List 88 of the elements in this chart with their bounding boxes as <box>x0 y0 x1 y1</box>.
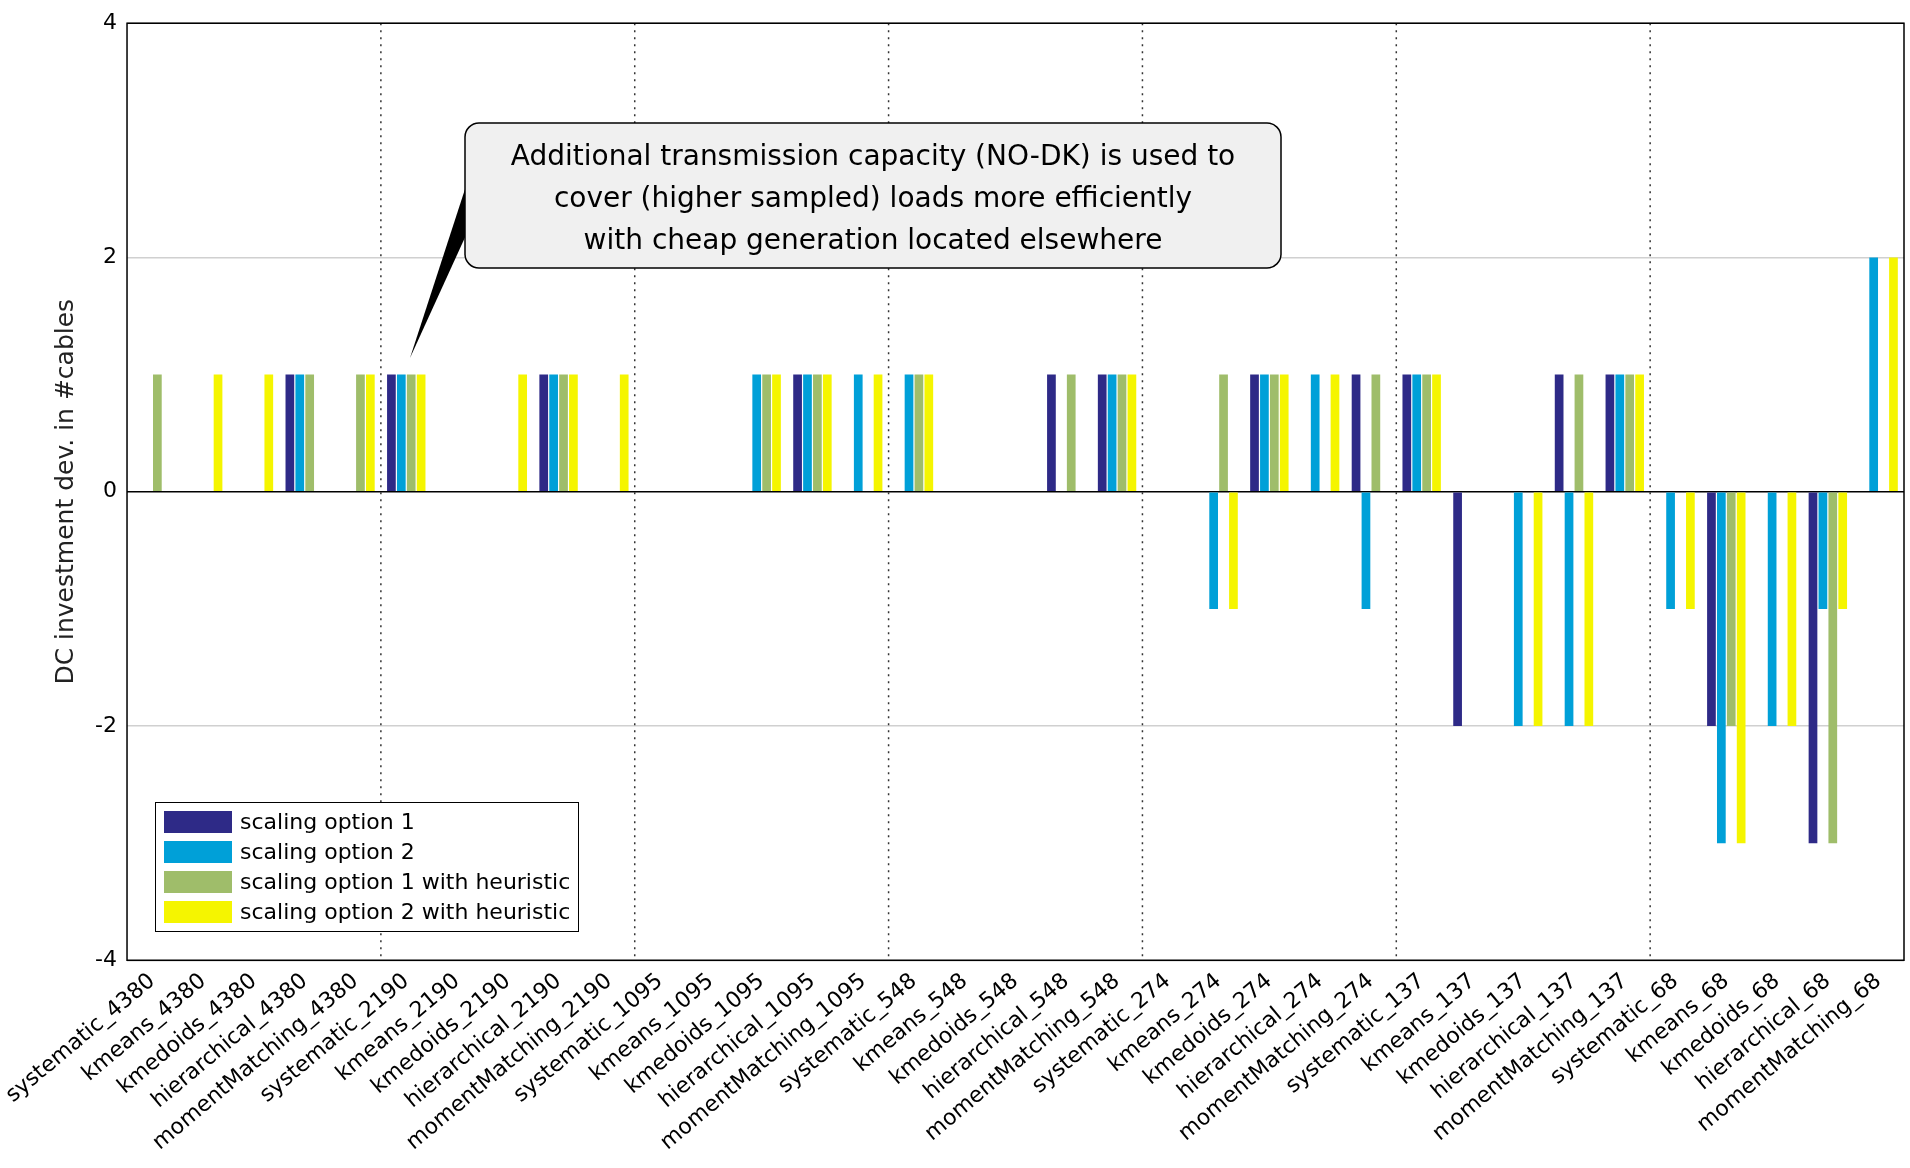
bar <box>387 374 396 491</box>
bar <box>1584 492 1594 727</box>
bar <box>1351 374 1361 491</box>
bar <box>914 374 924 491</box>
bar <box>1422 374 1431 491</box>
y-axis-title: DC investment dev. in #cables <box>49 298 79 685</box>
bar <box>1869 257 1879 491</box>
bar <box>1564 492 1574 727</box>
y-tick-label: -4 <box>95 946 118 972</box>
bar <box>365 374 375 491</box>
y-tick-label: 4 <box>103 8 118 34</box>
bar <box>518 374 528 491</box>
bar <box>793 374 802 491</box>
bar <box>924 374 934 491</box>
bar <box>1533 492 1543 727</box>
bar <box>1605 374 1615 491</box>
bar <box>1310 374 1320 491</box>
annotation: Additional transmission capacity (NO-DK) is used to cover (higher sampled) loads more efficiently with cheap generation located elsewhere <box>509 138 1237 259</box>
bar <box>213 374 223 491</box>
bar <box>1097 374 1107 491</box>
y-tick-label: 2 <box>103 243 118 269</box>
bar <box>1513 492 1523 727</box>
y-tick-label: -2 <box>95 711 118 737</box>
legend-label: scaling option 1 <box>240 808 415 837</box>
bar <box>873 374 883 491</box>
bar <box>1117 374 1127 491</box>
y-tick-label: 0 <box>103 477 118 503</box>
bar <box>1707 492 1716 727</box>
bar <box>416 374 426 491</box>
bar <box>1767 492 1777 727</box>
bar <box>1615 374 1625 491</box>
bar <box>772 374 781 491</box>
bar <box>752 374 762 491</box>
bar <box>1838 492 1848 609</box>
bar <box>356 374 365 491</box>
bar <box>762 374 771 491</box>
bar <box>559 374 568 491</box>
bar <box>406 374 416 491</box>
bar <box>295 374 305 491</box>
bar <box>1726 492 1736 727</box>
bar <box>1371 374 1381 491</box>
bar <box>1828 492 1838 844</box>
bar <box>1250 374 1259 491</box>
bar <box>285 374 295 491</box>
bar <box>539 374 549 491</box>
legend-label: scaling option 1 with heuristic <box>240 868 571 897</box>
bar <box>1808 492 1818 844</box>
bar <box>569 374 578 491</box>
bar <box>1107 374 1117 491</box>
bar <box>1219 374 1228 491</box>
bar <box>904 374 914 491</box>
bar <box>1554 374 1564 491</box>
bar <box>1432 374 1441 491</box>
bar <box>1260 374 1269 491</box>
bar <box>396 374 406 491</box>
bar <box>1635 374 1644 491</box>
bar <box>1787 492 1797 727</box>
bar <box>153 374 162 491</box>
bar <box>822 374 832 491</box>
bar <box>853 374 863 491</box>
bar <box>1625 374 1635 491</box>
bar <box>813 374 822 491</box>
bar <box>1686 492 1695 609</box>
legend-label: scaling option 2 <box>240 838 415 867</box>
bar <box>1047 374 1056 491</box>
bar <box>1412 374 1422 491</box>
bar <box>1066 374 1076 491</box>
bar <box>1279 374 1289 491</box>
bar <box>1666 492 1675 609</box>
bar <box>1229 492 1238 609</box>
bar <box>1889 257 1898 491</box>
bar <box>1361 492 1371 609</box>
bar <box>264 374 274 491</box>
bar <box>1209 492 1218 609</box>
bar <box>1717 492 1726 844</box>
bar <box>1127 374 1137 491</box>
bar <box>549 374 558 491</box>
bar <box>1818 492 1828 609</box>
bar <box>1453 492 1462 727</box>
bar <box>1269 374 1279 491</box>
legend-label: scaling option 2 with heuristic <box>240 898 571 927</box>
bar <box>1736 492 1746 844</box>
bar <box>1330 374 1340 491</box>
bar <box>803 374 812 491</box>
bar <box>1574 374 1584 491</box>
bar <box>619 374 629 491</box>
bar <box>1402 374 1412 491</box>
bar <box>305 374 315 491</box>
